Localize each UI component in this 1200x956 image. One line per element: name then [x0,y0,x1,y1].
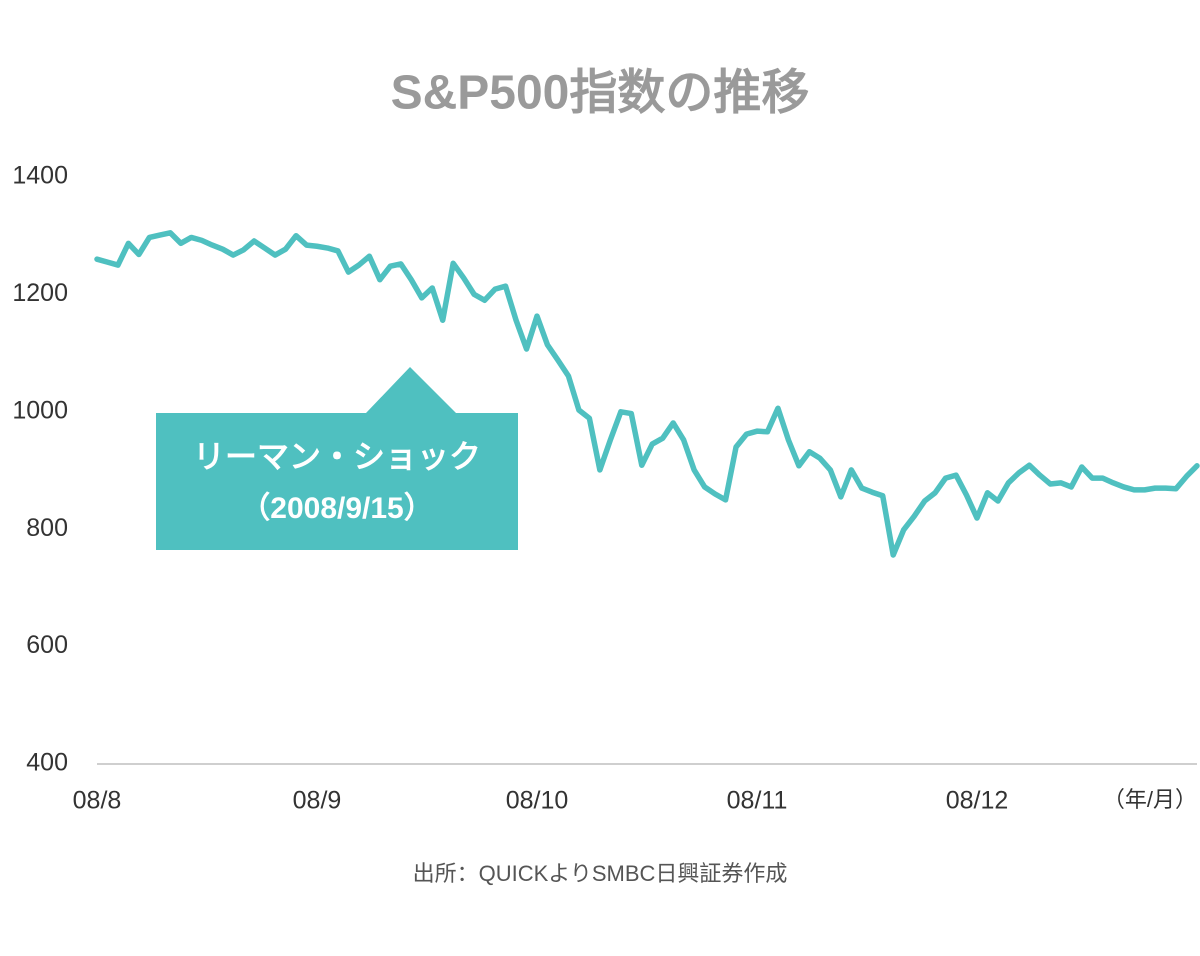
annotation: リーマン・ショック （2008/9/15） [156,367,518,550]
source-note: 出所：QUICKよりSMBC日興証券作成 [413,861,788,886]
x-tick-label: 08/11 [727,787,788,815]
y-tick-label: 800 [26,514,68,542]
chart-title: S&P500指数の推移 [391,67,810,120]
y-tick-label: 1000 [12,396,68,424]
y-tick-label: 1200 [12,279,68,307]
y-tick-label: 1400 [12,162,68,190]
y-tick-label: 400 [26,749,68,777]
x-tick-label: 08/9 [293,787,342,815]
x-tick-label: 08/12 [946,787,1009,815]
annotation-box [156,367,518,550]
x-tick-label: 08/8 [73,787,122,815]
x-tick-label: 08/10 [506,787,569,815]
y-tick-label: 600 [26,631,68,659]
x-axis-label: （年/月） [1103,787,1197,812]
annotation-date: （2008/9/15） [240,491,433,525]
annotation-text: リーマン・ショック [193,438,481,474]
price-line [94,230,1200,558]
